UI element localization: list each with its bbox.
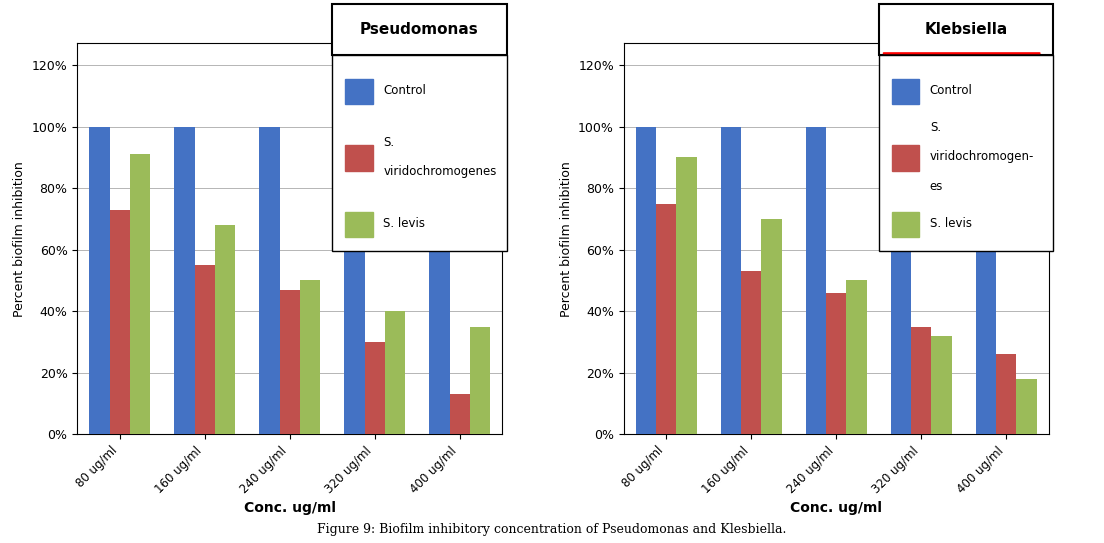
Y-axis label: Percent biofilm inhibition: Percent biofilm inhibition — [560, 161, 573, 317]
FancyBboxPatch shape — [879, 55, 1053, 251]
Bar — [976, 127, 996, 434]
Bar — [429, 127, 449, 434]
Text: S.: S. — [383, 136, 394, 149]
Bar — [194, 265, 215, 434]
Bar — [892, 145, 920, 171]
Bar — [762, 219, 782, 434]
Bar — [259, 127, 279, 434]
Bar — [346, 145, 373, 171]
Bar — [364, 342, 385, 434]
Bar — [892, 79, 920, 104]
Text: es: es — [930, 180, 943, 193]
Bar — [911, 327, 932, 434]
Bar — [721, 127, 741, 434]
Bar — [279, 290, 300, 434]
Bar — [677, 157, 697, 434]
Text: S. levis: S. levis — [930, 217, 972, 230]
Text: Control: Control — [383, 84, 426, 97]
Text: viridochromogen-: viridochromogen- — [930, 150, 1034, 163]
FancyBboxPatch shape — [332, 4, 507, 55]
Bar — [636, 127, 656, 434]
Bar — [344, 127, 364, 434]
Bar — [806, 127, 826, 434]
Bar — [346, 212, 373, 237]
Text: Pseudomonas: Pseudomonas — [360, 22, 479, 37]
Bar — [826, 293, 847, 434]
Bar — [215, 225, 235, 434]
Bar — [891, 127, 911, 434]
Bar — [892, 212, 920, 237]
X-axis label: Conc. ug/ml: Conc. ug/ml — [244, 501, 336, 515]
Bar — [130, 154, 150, 434]
Bar — [847, 281, 867, 434]
Text: Figure 9: Biofilm inhibitory concentration of Pseudomonas and Klesbiella.: Figure 9: Biofilm inhibitory concentrati… — [317, 523, 787, 536]
Bar — [449, 394, 470, 434]
Bar — [656, 204, 677, 434]
Bar — [996, 355, 1017, 434]
Text: viridochromogenes: viridochromogenes — [383, 165, 497, 178]
Bar — [741, 272, 762, 434]
Text: S.: S. — [930, 121, 941, 134]
FancyBboxPatch shape — [332, 55, 507, 251]
X-axis label: Conc. ug/ml: Conc. ug/ml — [790, 501, 882, 515]
Text: Control: Control — [930, 84, 973, 97]
Bar — [346, 79, 373, 104]
Bar — [932, 336, 952, 434]
Bar — [89, 127, 109, 434]
Bar — [470, 327, 490, 434]
Text: Klebsiella: Klebsiella — [924, 22, 1008, 37]
Bar — [300, 281, 320, 434]
Bar — [1017, 379, 1037, 434]
Text: S. levis: S. levis — [383, 217, 425, 230]
FancyBboxPatch shape — [879, 4, 1053, 55]
Y-axis label: Percent biofilm inhibition: Percent biofilm inhibition — [13, 161, 26, 317]
Bar — [109, 210, 130, 434]
Bar — [174, 127, 194, 434]
Bar — [385, 311, 405, 434]
